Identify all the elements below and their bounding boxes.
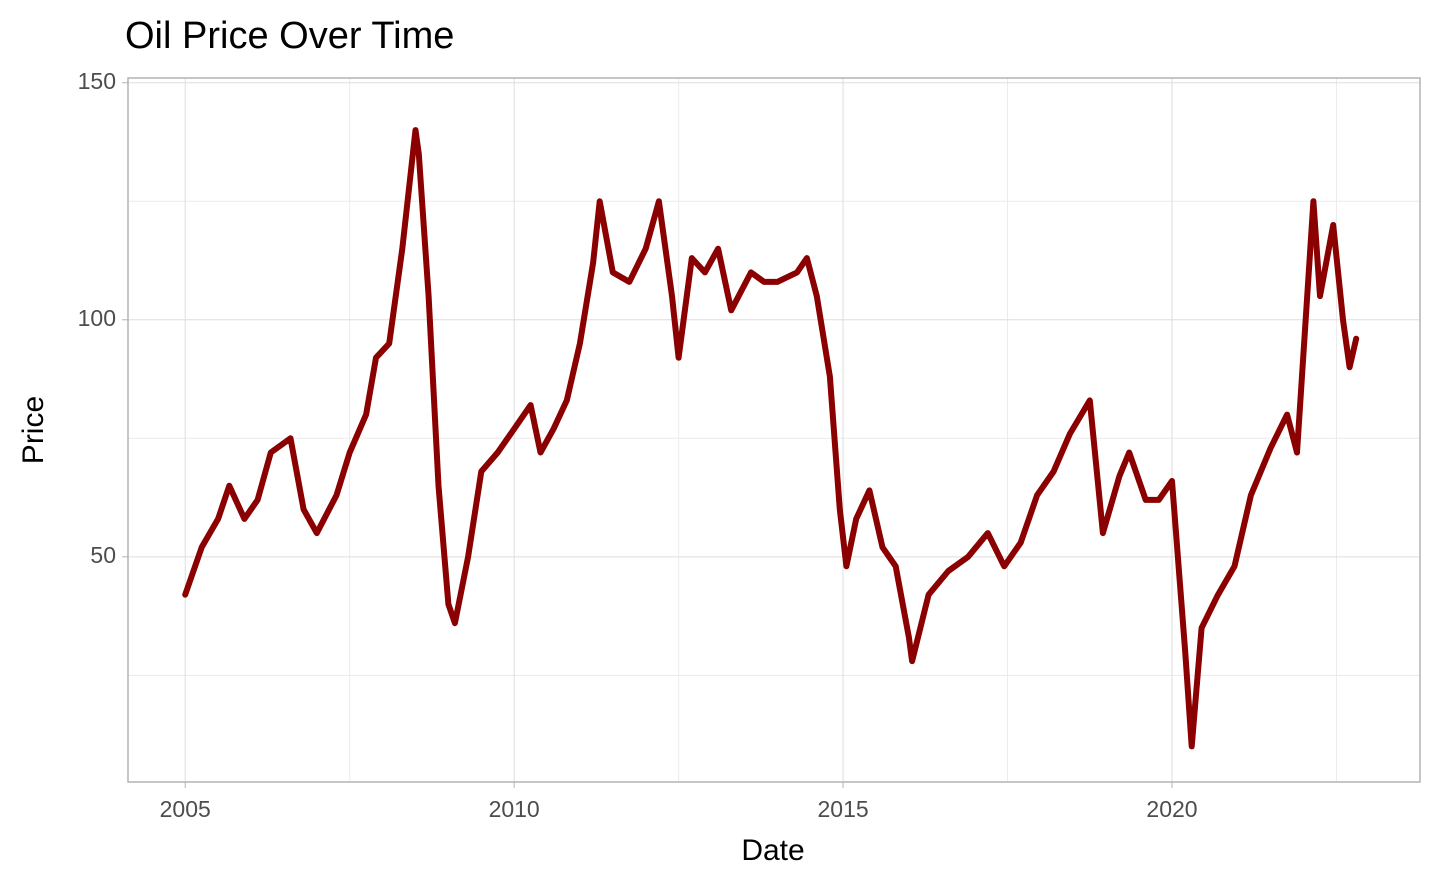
panel-border: [127, 77, 1421, 783]
y-tick-label: 150: [78, 68, 116, 94]
chart-title: Oil Price Over Time: [125, 15, 454, 57]
x-tick-label: 2020: [1146, 796, 1197, 822]
y-axis-title: Price: [17, 396, 50, 464]
x-axis-title: Date: [741, 834, 804, 867]
data-line: [182, 127, 1360, 750]
x-tick-label: 2015: [817, 796, 868, 822]
x-tick-label: 2005: [160, 796, 211, 822]
y-tick-label: 100: [78, 305, 116, 331]
y-tick-label: 50: [90, 542, 116, 568]
x-tick-label: 2010: [489, 796, 540, 822]
